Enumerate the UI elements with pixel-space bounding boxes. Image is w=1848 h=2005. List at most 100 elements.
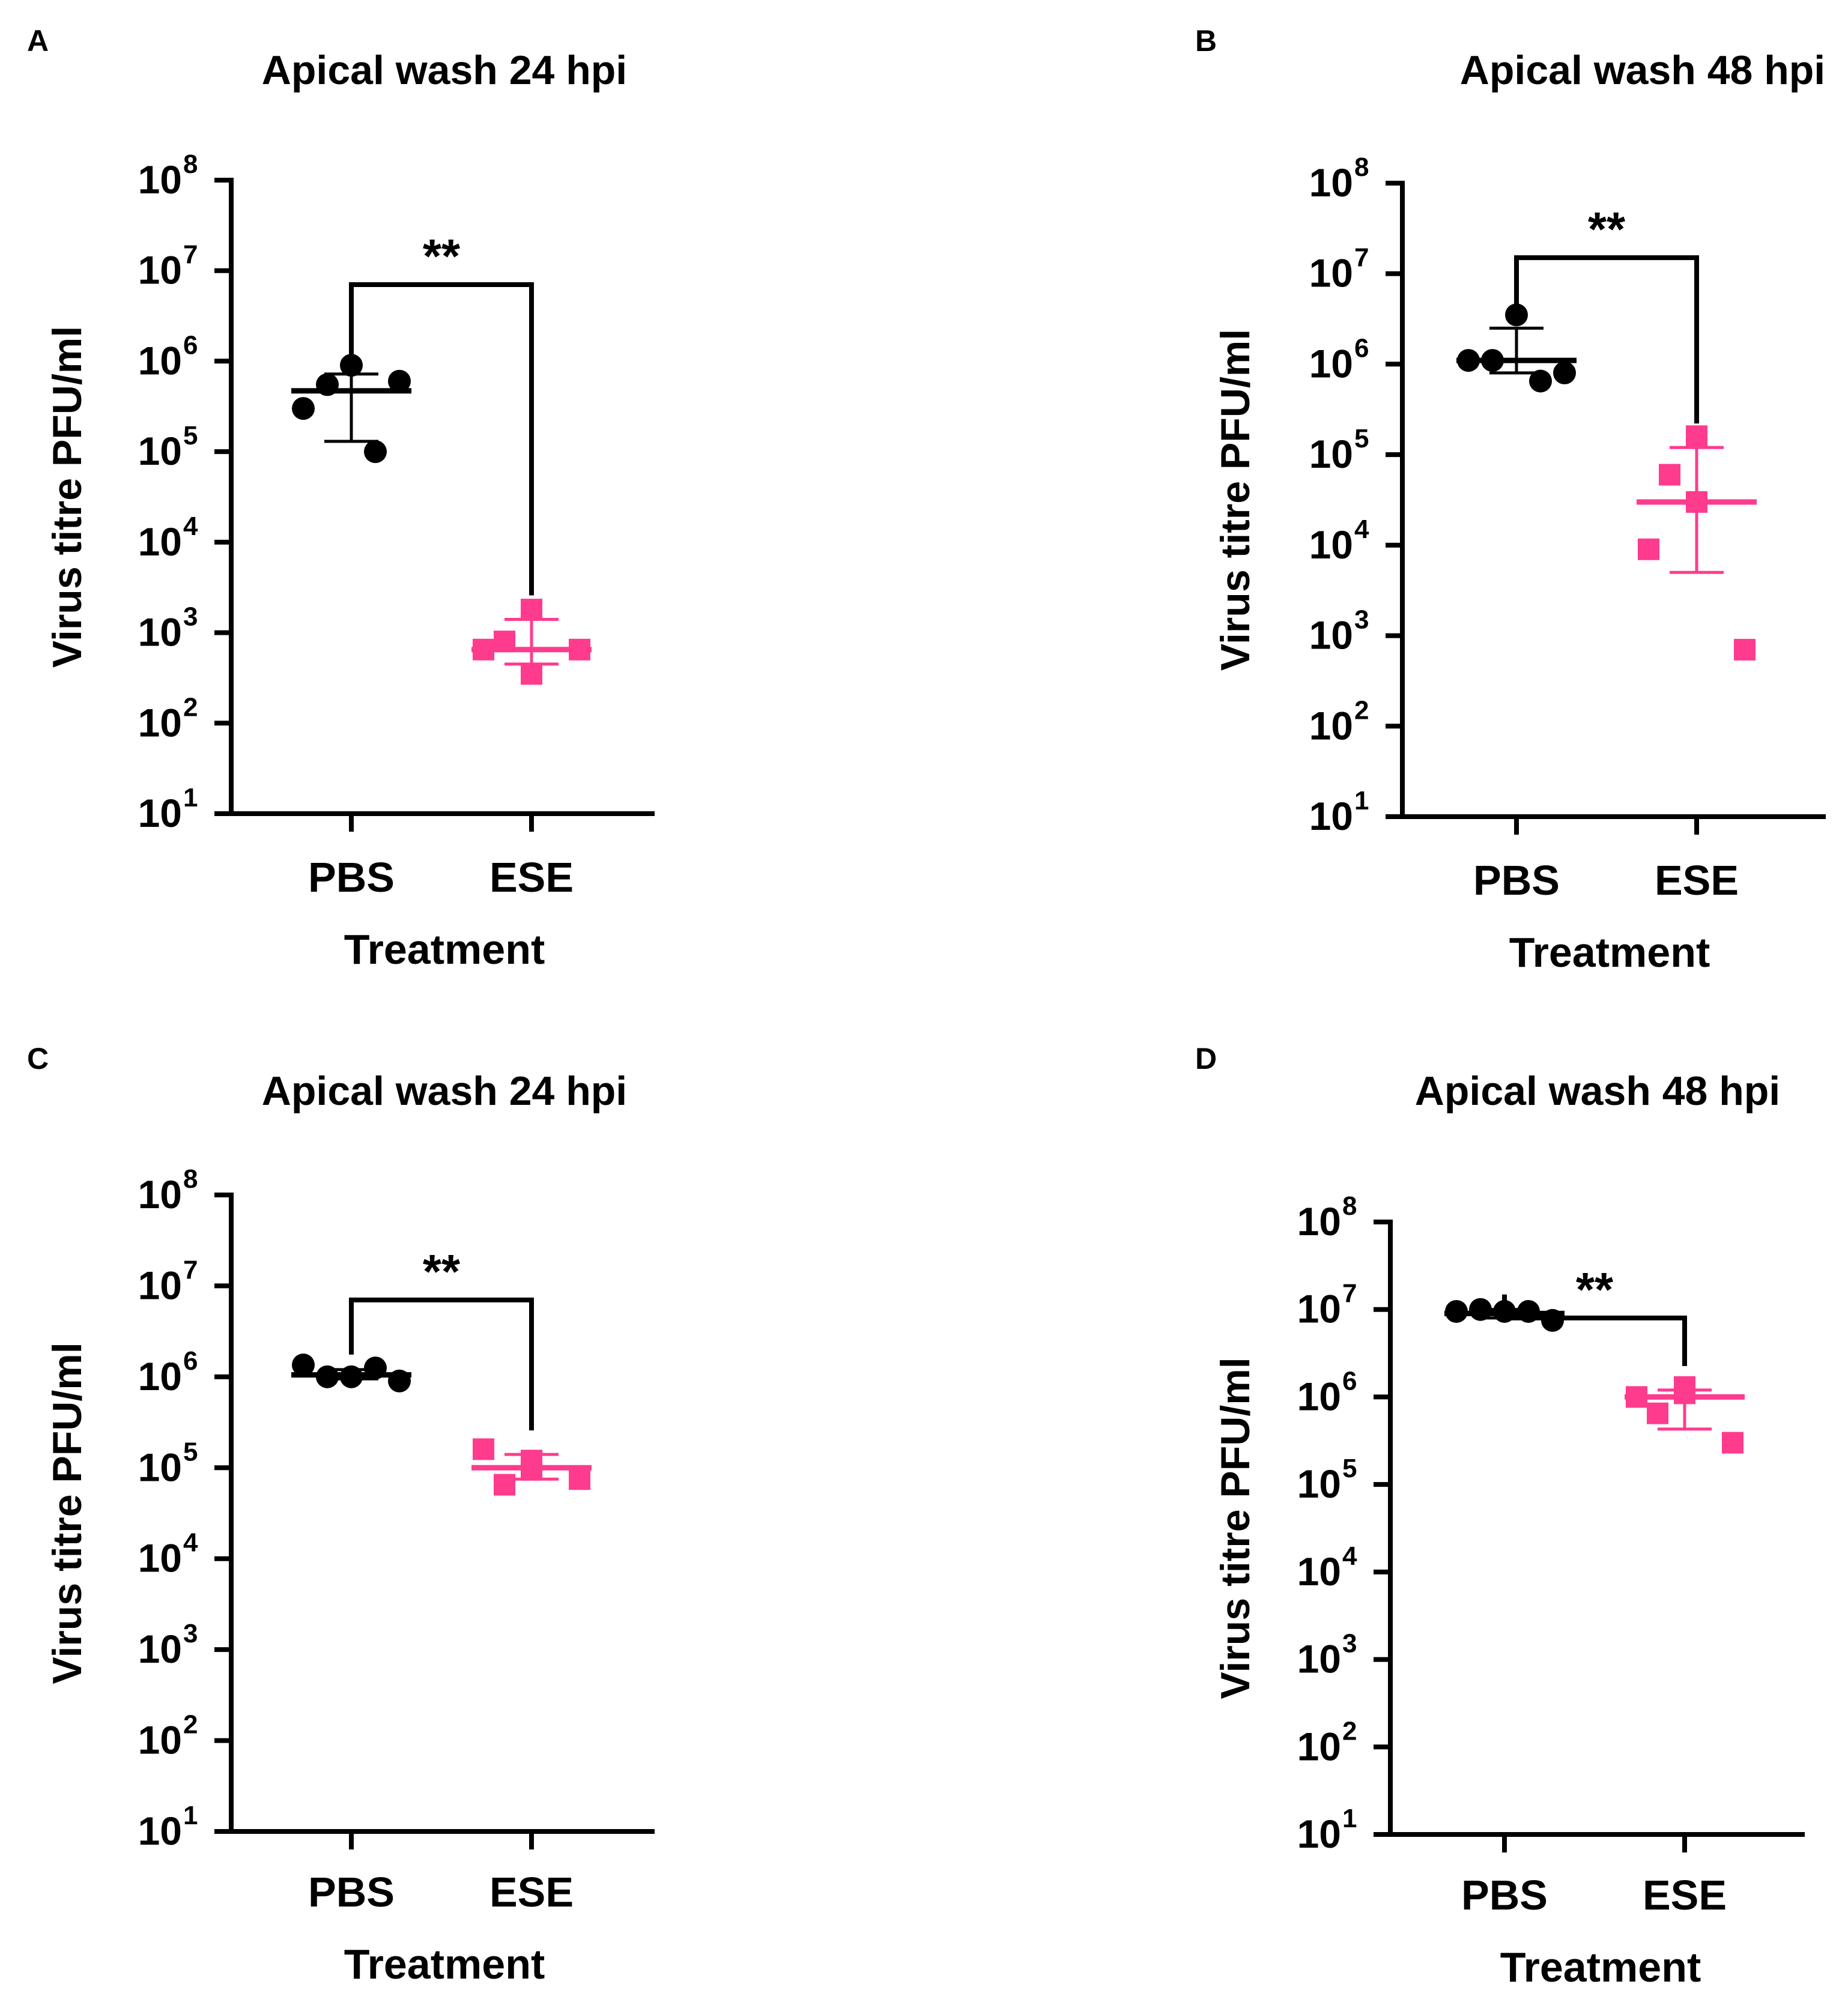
y-tick-label: 10 xyxy=(138,1627,182,1671)
y-tick-exponent: 2 xyxy=(1354,695,1369,725)
y-tick-exponent: 7 xyxy=(183,240,198,270)
y-axis-label: Virus titre PFU/ml xyxy=(44,326,90,668)
y-tick-base: 10 xyxy=(1297,1287,1341,1331)
significance-bracket xyxy=(1514,255,1699,424)
data-point xyxy=(1734,638,1756,661)
x-axis-label: Treatment xyxy=(1500,1944,1701,1991)
data-point xyxy=(1445,1299,1468,1323)
group-pbs xyxy=(291,1353,411,1393)
y-tick-label: 10 xyxy=(1309,794,1353,838)
chart-title: Apical wash 24 hpi xyxy=(262,1068,627,1114)
y-tick-base: 10 xyxy=(138,1445,182,1489)
y-tick-label: 10 xyxy=(1297,1812,1341,1856)
y-tick-base: 10 xyxy=(1309,251,1353,295)
data-point xyxy=(292,397,315,420)
y-tick-exponent: 5 xyxy=(183,421,198,450)
y-tick-exponent: 5 xyxy=(183,1437,198,1466)
data-point xyxy=(1469,1298,1492,1321)
x-axis-label: Treatment xyxy=(344,926,545,973)
y-tick-label: 10 xyxy=(138,610,182,655)
x-axis-label: Treatment xyxy=(344,1941,545,1988)
chart-title: Apical wash 48 hpi xyxy=(1460,47,1825,93)
group-ese xyxy=(1625,1376,1745,1454)
y-tick-exponent: 8 xyxy=(183,150,198,179)
y-axis-label: Virus titre PFU/ml xyxy=(1213,1357,1258,1699)
data-point xyxy=(1481,349,1504,372)
x-tick-label-pbs: PBS xyxy=(308,854,395,901)
y-tick-label: 10 xyxy=(1309,522,1353,567)
group-ese xyxy=(1637,425,1757,661)
y-tick-base: 10 xyxy=(1309,432,1353,476)
y-tick-exponent: 4 xyxy=(183,512,198,541)
y-tick-exponent: 8 xyxy=(183,1164,198,1194)
y-tick-exponent: 2 xyxy=(183,1710,198,1740)
y-tick-base: 10 xyxy=(1297,1812,1341,1856)
y-tick-exponent: 3 xyxy=(183,602,198,632)
data-point xyxy=(1529,369,1552,393)
y-tick-exponent: 4 xyxy=(1342,1541,1357,1571)
chart-title: Apical wash 48 hpi xyxy=(1415,1068,1780,1114)
data-point xyxy=(1553,361,1576,385)
y-tick-exponent: 5 xyxy=(1342,1454,1357,1483)
y-tick-base: 10 xyxy=(1309,341,1353,386)
significance-bracket xyxy=(349,1297,534,1431)
y-tick-label: 10 xyxy=(138,157,182,202)
y-tick-label: 10 xyxy=(1309,251,1353,295)
y-tick-exponent: 1 xyxy=(1354,786,1369,815)
y-tick-exponent: 8 xyxy=(1342,1191,1357,1221)
y-tick-base: 10 xyxy=(1297,1199,1341,1244)
y-tick-base: 10 xyxy=(1309,160,1353,205)
y-axis-label: Virus titre PFU/ml xyxy=(1213,329,1258,671)
y-tick-label: 10 xyxy=(1309,613,1353,658)
data-point xyxy=(1638,538,1659,560)
y-tick-base: 10 xyxy=(138,1263,182,1307)
y-tick-exponent: 4 xyxy=(1354,515,1369,544)
y-tick-label: 10 xyxy=(138,1536,182,1580)
y-tick-base: 10 xyxy=(1297,1724,1341,1768)
y-tick-label: 10 xyxy=(138,1263,182,1307)
group-pbs xyxy=(1456,303,1577,393)
x-tick-label-ese: ESE xyxy=(489,1869,574,1916)
y-tick-label: 10 xyxy=(138,248,182,292)
chart-title: Apical wash 24 hpi xyxy=(262,47,627,93)
significance-label: ** xyxy=(1576,1263,1614,1316)
y-tick-exponent: 3 xyxy=(1342,1629,1357,1659)
y-tick-base: 10 xyxy=(138,1172,182,1217)
panel-label: D xyxy=(1195,1042,1217,1075)
y-tick-base: 10 xyxy=(1297,1374,1341,1418)
y-tick-base: 10 xyxy=(1297,1462,1341,1506)
y-tick-exponent: 3 xyxy=(183,1619,198,1648)
y-tick-exponent: 6 xyxy=(1342,1366,1357,1396)
data-point xyxy=(388,369,411,393)
data-point xyxy=(1626,1386,1647,1408)
y-tick-exponent: 6 xyxy=(183,1346,198,1376)
y-tick-base: 10 xyxy=(1309,794,1353,838)
y-tick-label: 10 xyxy=(1297,1199,1341,1244)
y-tick-base: 10 xyxy=(138,1536,182,1580)
significance-bracket xyxy=(349,282,534,596)
x-tick-label-ese: ESE xyxy=(489,854,574,901)
y-tick-exponent: 6 xyxy=(183,330,198,360)
y-tick-base: 10 xyxy=(138,338,182,383)
data-point xyxy=(1505,303,1528,327)
y-tick-base: 10 xyxy=(138,519,182,564)
x-axis-label: Treatment xyxy=(1509,929,1710,976)
y-tick-base: 10 xyxy=(138,1718,182,1762)
data-point xyxy=(569,638,590,661)
y-tick-base: 10 xyxy=(1309,703,1353,748)
data-point xyxy=(364,1356,387,1380)
y-tick-exponent: 4 xyxy=(183,1528,198,1558)
data-point xyxy=(1686,425,1707,447)
significance-label: ** xyxy=(423,229,461,283)
y-tick-exponent: 3 xyxy=(1354,605,1369,635)
y-tick-exponent: 1 xyxy=(183,783,198,812)
y-tick-exponent: 6 xyxy=(1354,333,1369,363)
y-tick-exponent: 2 xyxy=(1342,1716,1357,1746)
group-pbs xyxy=(291,354,411,464)
data-point xyxy=(340,1365,363,1388)
data-point xyxy=(569,1468,590,1490)
data-point xyxy=(473,1438,494,1460)
